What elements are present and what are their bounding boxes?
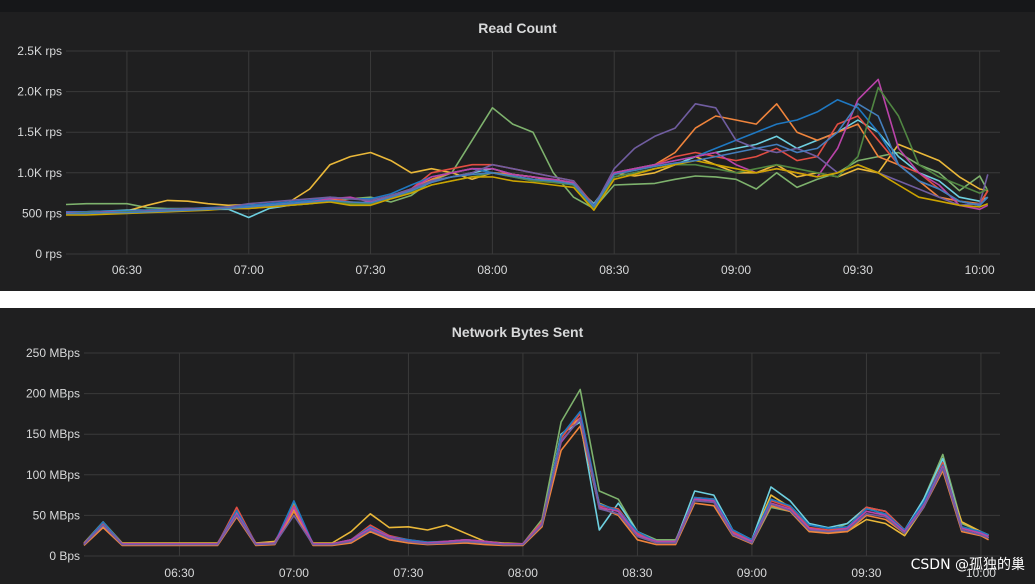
network-bytes-series-magenta [83, 418, 989, 546]
network-bytes-y-tick-label: 50 MBps [33, 508, 80, 522]
network-bytes-x-tick-label: 07:30 [393, 566, 423, 580]
read-count-y-tick-label: 2.5K rps [17, 44, 62, 58]
read-count-y-tick-label: 1.5K rps [17, 125, 62, 139]
read-count-panel: 0 rps 500 rps 1.0K rps 1.5K rps 2.0K rps 2.5K… [0, 12, 1035, 291]
network-bytes-x-tick-label: 10:00 [966, 566, 996, 580]
read-count-x-tick-label: 07:00 [234, 263, 264, 277]
network-bytes-y-tick-label: 100 MBps [26, 468, 80, 482]
read-count-x-tick-label: 08:30 [599, 263, 629, 277]
read-count-x-tick-label: 07:30 [356, 263, 386, 277]
network-bytes-x-tick-label: 09:00 [737, 566, 767, 580]
csdn-watermark: CSDN @孤独的巢 [910, 557, 1025, 573]
network-bytes-y-tick-label: 150 MBps [26, 427, 80, 441]
network-bytes-series-red [83, 425, 989, 547]
read-count-x-tick-label: 08:00 [477, 263, 507, 277]
read-count-x-tick-label: 06:30 [112, 263, 142, 277]
read-count-x-tick-label: 09:30 [843, 263, 873, 277]
network-bytes-x-tick-label: 07:00 [279, 566, 309, 580]
network-bytes-x-tick-label: 06:30 [164, 566, 194, 580]
read-count-series-steelblue [66, 103, 989, 215]
network-bytes-sent-panel: 0 Bps 50 MBps 100 MBps 150 MBps 200 MBps 250 … [0, 308, 1035, 584]
read-count-series-gold [66, 159, 989, 216]
read-count-y-tick-label: 0 rps [35, 247, 62, 261]
network-bytes-x-tick-label: 09:30 [851, 566, 881, 580]
read-count-x-tick-label: 10:00 [965, 263, 995, 277]
network-bytes-y-tick-label: 0 Bps [49, 549, 80, 563]
read-count-series-green [65, 107, 989, 210]
read-count-series-darkgreen [65, 86, 989, 215]
network-bytes-x-tick-label: 08:00 [508, 566, 538, 580]
network-bytes-sent-title[interactable]: Network Bytes Sent [451, 324, 584, 340]
dashboard-top-bar [0, 0, 1035, 12]
read-count-y-tick-label: 500 rps [22, 206, 62, 220]
read-count-x-tick-label: 09:00 [721, 263, 751, 277]
network-bytes-y-tick-label: 250 MBps [26, 346, 80, 360]
read-count-title[interactable]: Read Count [478, 20, 557, 36]
network-bytes-y-tick-label: 200 MBps [26, 387, 80, 401]
read-count-chart: 0 rps 500 rps 1.0K rps 1.5K rps 2.0K rps 2.5K… [17, 44, 1000, 277]
network-bytes-x-tick-label: 08:30 [622, 566, 652, 580]
read-count-series-magenta [66, 78, 989, 214]
read-count-y-tick-label: 1.0K rps [17, 166, 62, 180]
read-count-y-tick-label: 2.0K rps [17, 85, 62, 99]
network-bytes-sent-chart: 0 Bps 50 MBps 100 MBps 150 MBps 200 MBps 250 … [26, 346, 1000, 580]
